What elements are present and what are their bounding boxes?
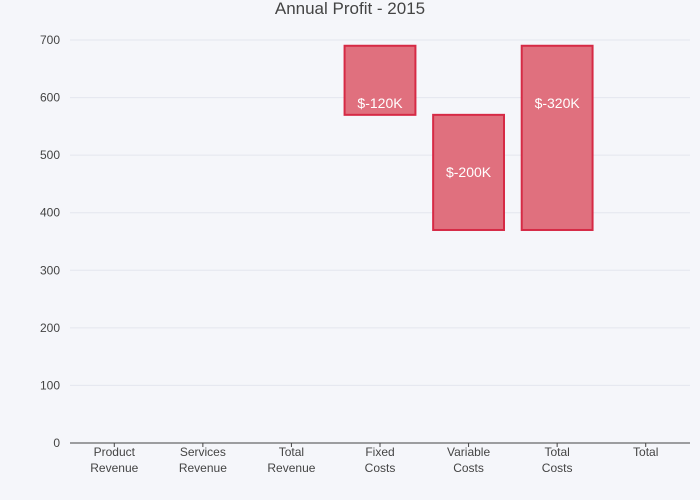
y-tick-label: 500: [40, 148, 60, 162]
x-tick-label: Product Revenue: [90, 445, 138, 475]
bar-5[interactable]: [520, 44, 594, 231]
x-tick-label: Total Costs: [542, 445, 573, 475]
x-tick-label: Total: [633, 445, 658, 459]
y-tick-label: 0: [53, 436, 60, 450]
y-tick-label: 200: [40, 321, 60, 335]
y-tick-label: 400: [40, 206, 60, 220]
bar-value-label: $-320K: [535, 95, 581, 111]
bar-value-label: $-120K: [357, 95, 403, 111]
bar-4[interactable]: [432, 113, 505, 231]
x-tick-label: Fixed Costs: [365, 445, 396, 475]
bars-layer: $-120K $-200K $-320K: [343, 44, 594, 231]
x-axis: Product Revenue Services Revenue Total Revenu…: [90, 443, 658, 475]
bar-3[interactable]: [343, 44, 417, 116]
y-tick-label: 600: [40, 91, 60, 105]
y-tick-label: 700: [40, 33, 60, 47]
x-tick-label: Total Revenue: [267, 445, 315, 475]
x-tick-label: Variable Costs: [447, 445, 490, 475]
y-tick-label: 100: [40, 378, 60, 392]
x-tick-label: Services Revenue: [179, 445, 227, 475]
y-axis: 0 100 200 300 400 500 600 700: [40, 33, 60, 450]
y-tick-label: 300: [40, 263, 60, 277]
bar-value-label: $-200K: [446, 164, 492, 180]
chart-title: Annual Profit - 2015: [275, 0, 425, 18]
